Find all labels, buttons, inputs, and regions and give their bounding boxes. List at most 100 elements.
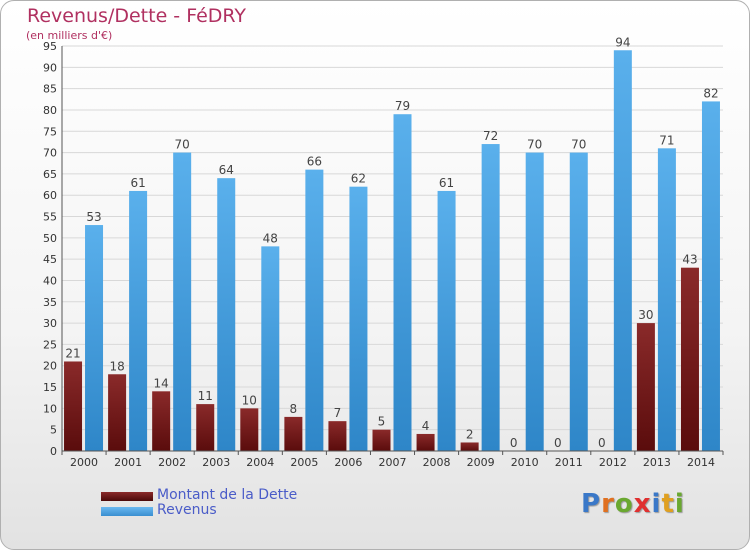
logo-letter: r — [601, 489, 615, 519]
y-tick-label: 30 — [43, 317, 57, 330]
data-label-revenus: 82 — [703, 86, 718, 100]
grid-lines — [62, 45, 723, 431]
data-label-revenus: 70 — [571, 138, 586, 152]
data-label-dette: 0 — [554, 436, 562, 450]
data-label-dette: 4 — [422, 419, 430, 433]
bar-revenus — [261, 246, 280, 451]
data-label-revenus: 70 — [175, 138, 190, 152]
bar-revenus — [437, 190, 456, 451]
bar-dette — [284, 416, 303, 451]
y-tick-label: 70 — [43, 147, 57, 160]
bar-revenus — [657, 148, 676, 451]
legend-label-dette: Montant de la Dette — [157, 487, 298, 503]
data-label-revenus: 61 — [439, 176, 454, 190]
x-tick-label: 2003 — [202, 456, 230, 469]
data-label-dette: 2 — [466, 427, 474, 441]
proxiti-logo: Proxiti — [581, 489, 685, 519]
y-tick-label: 90 — [43, 61, 57, 74]
bar-revenus — [173, 152, 192, 451]
data-label-dette: 14 — [154, 376, 169, 390]
data-label-dette: 0 — [510, 436, 518, 450]
y-tick-label: 60 — [43, 189, 57, 202]
data-label-revenus: 72 — [483, 129, 498, 143]
data-label-revenus: 62 — [351, 172, 366, 186]
x-tick-label: 2012 — [599, 456, 627, 469]
logo-letter: x — [633, 489, 652, 519]
x-tick-label: 2007 — [379, 456, 407, 469]
x-tick-label: 2001 — [114, 456, 142, 469]
bar-dette — [416, 433, 435, 451]
data-label-dette: 18 — [109, 359, 124, 373]
y-tick-label: 75 — [43, 125, 57, 138]
logo-letter: t — [661, 489, 675, 519]
data-label-revenus: 48 — [263, 231, 278, 245]
bar-revenus — [305, 169, 324, 451]
legend-swatch-dette — [101, 492, 153, 501]
legend-swatch-revenus — [101, 507, 153, 516]
data-label-dette: 43 — [682, 253, 697, 267]
bar-dette — [152, 391, 171, 451]
bar-dette — [240, 408, 259, 451]
y-tick-label: 40 — [43, 274, 57, 287]
bar-revenus — [349, 186, 368, 451]
data-label-dette: 7 — [334, 406, 342, 420]
bar-dette — [636, 323, 655, 451]
data-label-revenus: 70 — [527, 138, 542, 152]
data-label-dette: 0 — [598, 436, 606, 450]
y-tick-label: 10 — [43, 402, 57, 415]
y-tick-label: 65 — [43, 168, 57, 181]
bar-revenus — [393, 114, 412, 452]
y-tick-label: 20 — [43, 360, 57, 373]
data-label-revenus: 71 — [659, 133, 674, 147]
data-label-dette: 11 — [198, 389, 213, 403]
bar-revenus — [217, 178, 236, 451]
x-axis-ticks: 2000 2001 2002 2003 2004 2005 2006 2007 2008 2009… — [70, 456, 715, 469]
data-label-dette: 30 — [638, 308, 653, 322]
y-tick-label: 80 — [43, 104, 57, 117]
axes — [61, 46, 724, 455]
bar-revenus — [85, 225, 104, 451]
x-tick-label: 2004 — [246, 456, 274, 469]
x-tick-label: 2014 — [687, 456, 715, 469]
bar-dette — [328, 421, 347, 451]
data-label-revenus: 61 — [130, 176, 145, 190]
bar-revenus — [701, 101, 720, 451]
data-label-revenus: 79 — [395, 99, 410, 113]
legend-label-revenus: Revenus — [157, 502, 217, 518]
data-label-revenus: 64 — [219, 163, 234, 177]
y-axis-ticks: 0 5 10 15 20 25 30 35 40 45 50 55 60 65 70 75 80 85 90 95 — [43, 40, 57, 458]
x-tick-label: 2008 — [423, 456, 451, 469]
x-tick-label: 2000 — [70, 456, 98, 469]
x-tick-label: 2010 — [511, 456, 539, 469]
chart-title: Revenus/Dette - FéDRY — [27, 5, 247, 27]
y-tick-label: 5 — [50, 424, 57, 437]
x-tick-label: 2005 — [290, 456, 318, 469]
y-tick-label: 85 — [43, 83, 57, 96]
logo-letter: i — [651, 489, 662, 519]
x-tick-label: 2002 — [158, 456, 186, 469]
bars — [64, 50, 720, 452]
y-tick-label: 95 — [43, 40, 57, 53]
data-label-dette: 5 — [378, 415, 386, 429]
y-tick-label: 15 — [43, 381, 57, 394]
data-label-dette: 10 — [242, 393, 257, 407]
data-labels: 21 53 18 61 14 70 11 64 10 48 8 66 7 62 5 79 4 61 2 72 0 70 0 7… — [65, 35, 718, 450]
data-label-dette: 21 — [65, 346, 80, 360]
data-label-dette: 8 — [290, 402, 298, 416]
chart-subtitle: (en milliers d'€) — [26, 29, 113, 42]
y-tick-label: 50 — [43, 232, 57, 245]
data-label-revenus: 94 — [615, 35, 630, 49]
bar-dette — [680, 267, 699, 451]
bar-revenus — [569, 152, 588, 451]
logo-letter: P — [581, 489, 602, 519]
y-tick-label: 25 — [43, 338, 57, 351]
bar-revenus — [525, 152, 544, 451]
bar-dette — [196, 404, 215, 451]
bar-revenus — [613, 50, 632, 452]
bar-dette — [64, 361, 83, 451]
x-tick-label: 2013 — [643, 456, 671, 469]
logo-letter: i — [674, 489, 685, 519]
data-label-revenus: 66 — [307, 155, 322, 169]
